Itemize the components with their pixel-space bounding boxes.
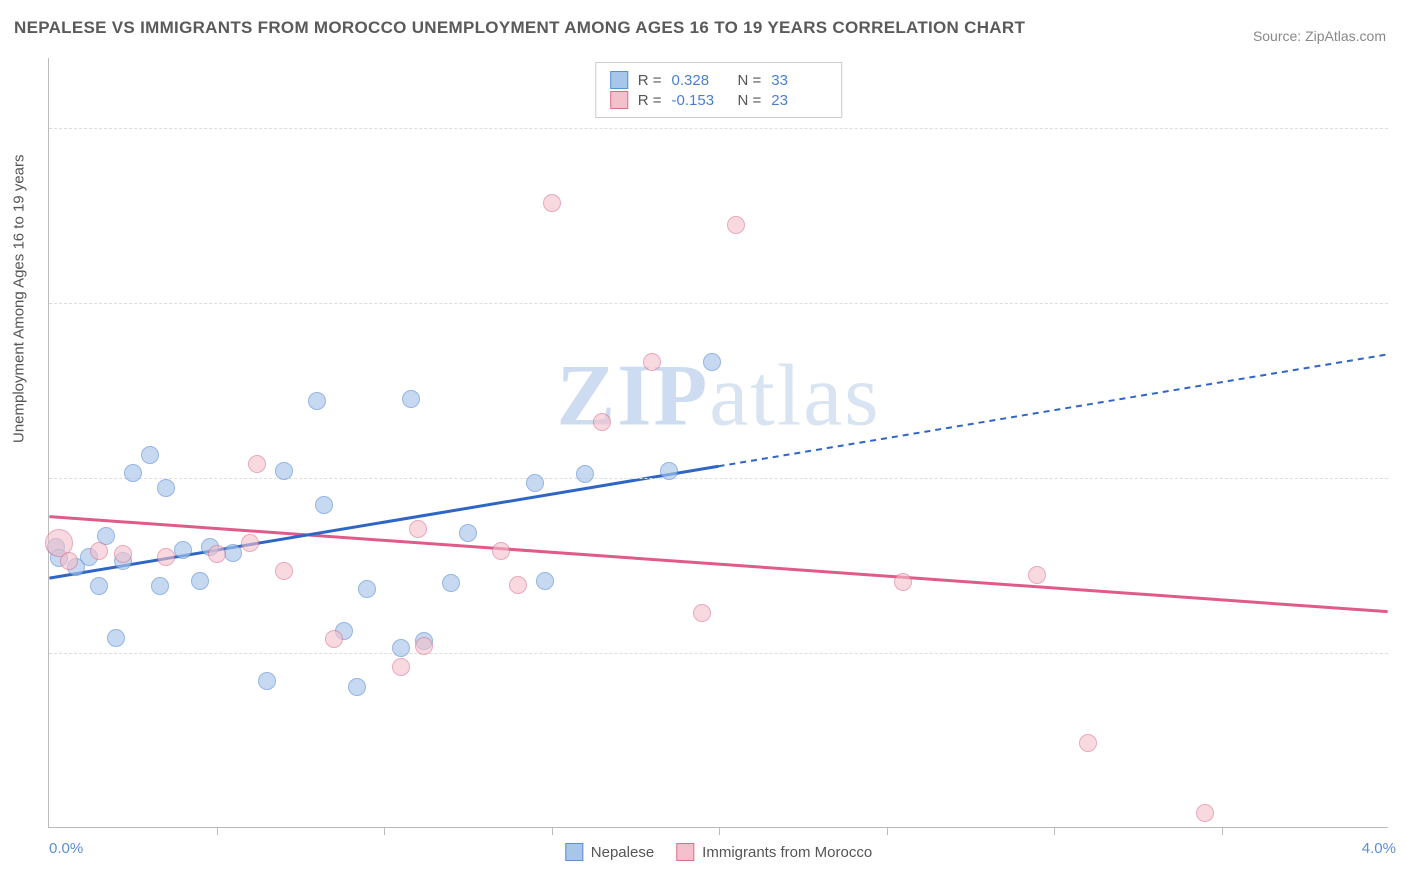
morocco-point xyxy=(727,216,745,234)
nepalese-point xyxy=(224,544,242,562)
series-swatch xyxy=(610,71,628,89)
n-label: N = xyxy=(738,72,762,89)
nepalese-point xyxy=(191,572,209,590)
r-value: -0.153 xyxy=(672,92,728,109)
nepalese-point xyxy=(107,629,125,647)
trend-line xyxy=(49,517,1387,612)
legend-swatch xyxy=(565,843,583,861)
morocco-point xyxy=(241,534,259,552)
x-tick xyxy=(1222,827,1223,835)
n-label: N = xyxy=(738,92,762,109)
gridline xyxy=(49,128,1388,129)
r-label: R = xyxy=(638,72,662,89)
nepalese-point xyxy=(90,577,108,595)
nepalese-point xyxy=(141,446,159,464)
morocco-point xyxy=(593,413,611,431)
stats-row: R = 0.328 N = 33 xyxy=(610,71,828,89)
morocco-point xyxy=(157,548,175,566)
chart-plot-area: Unemployment Among Ages 16 to 19 years Z… xyxy=(48,58,1388,828)
n-value: 23 xyxy=(771,92,827,109)
nepalese-point xyxy=(526,474,544,492)
gridline xyxy=(49,478,1388,479)
morocco-point xyxy=(1196,804,1214,822)
morocco-point xyxy=(60,552,78,570)
gridline xyxy=(49,303,1388,304)
trend-line xyxy=(49,466,718,578)
x-axis-min-label: 0.0% xyxy=(49,840,83,857)
morocco-point xyxy=(392,658,410,676)
chart-title: NEPALESE VS IMMIGRANTS FROM MOROCCO UNEM… xyxy=(14,18,1025,38)
nepalese-point xyxy=(402,390,420,408)
nepalese-point xyxy=(124,464,142,482)
morocco-point xyxy=(114,545,132,563)
nepalese-point xyxy=(151,577,169,595)
nepalese-point xyxy=(392,639,410,657)
morocco-point xyxy=(543,194,561,212)
legend-label: Nepalese xyxy=(591,844,654,861)
nepalese-point xyxy=(442,574,460,592)
legend-item: Immigrants from Morocco xyxy=(676,843,872,861)
x-tick xyxy=(719,827,720,835)
nepalese-point xyxy=(660,462,678,480)
morocco-point xyxy=(509,576,527,594)
stats-row: R = -0.153 N = 23 xyxy=(610,91,828,109)
x-tick xyxy=(552,827,553,835)
morocco-point xyxy=(643,353,661,371)
morocco-point xyxy=(208,545,226,563)
nepalese-point xyxy=(258,672,276,690)
x-axis-max-label: 4.0% xyxy=(1362,840,1396,857)
morocco-point xyxy=(1028,566,1046,584)
correlation-stats-box: R = 0.328 N = 33 R = -0.153 N = 23 xyxy=(595,62,843,118)
morocco-point xyxy=(409,520,427,538)
morocco-point xyxy=(275,562,293,580)
nepalese-point xyxy=(308,392,326,410)
nepalese-point xyxy=(358,580,376,598)
nepalese-point xyxy=(275,462,293,480)
nepalese-point xyxy=(576,465,594,483)
r-label: R = xyxy=(638,92,662,109)
legend-item: Nepalese xyxy=(565,843,654,861)
morocco-point xyxy=(1079,734,1097,752)
nepalese-point xyxy=(174,541,192,559)
morocco-point xyxy=(415,637,433,655)
trend-lines-svg xyxy=(49,58,1388,827)
nepalese-point xyxy=(315,496,333,514)
morocco-point xyxy=(894,573,912,591)
nepalese-point xyxy=(536,572,554,590)
morocco-point xyxy=(325,630,343,648)
x-tick xyxy=(1054,827,1055,835)
y-axis-title: Unemployment Among Ages 16 to 19 years xyxy=(11,154,28,443)
morocco-point xyxy=(248,455,266,473)
legend: Nepalese Immigrants from Morocco xyxy=(565,843,872,861)
r-value: 0.328 xyxy=(672,72,728,89)
n-value: 33 xyxy=(771,72,827,89)
source-attribution: Source: ZipAtlas.com xyxy=(1253,28,1386,44)
nepalese-point xyxy=(459,524,477,542)
trend-line xyxy=(719,354,1388,466)
x-tick xyxy=(887,827,888,835)
x-tick xyxy=(384,827,385,835)
legend-swatch xyxy=(676,843,694,861)
gridline xyxy=(49,653,1388,654)
series-swatch xyxy=(610,91,628,109)
legend-label: Immigrants from Morocco xyxy=(702,844,872,861)
morocco-point xyxy=(693,604,711,622)
nepalese-point xyxy=(348,678,366,696)
nepalese-point xyxy=(703,353,721,371)
x-tick xyxy=(217,827,218,835)
morocco-point xyxy=(90,542,108,560)
nepalese-point xyxy=(157,479,175,497)
morocco-point xyxy=(492,542,510,560)
